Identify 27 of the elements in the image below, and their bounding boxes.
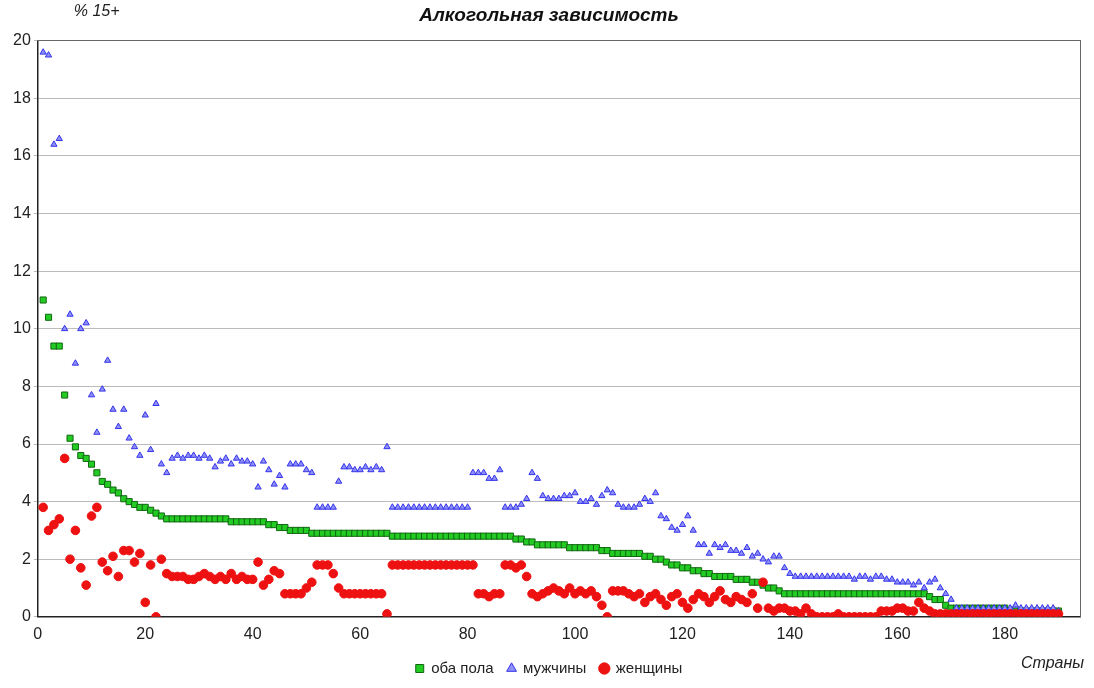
y-tick-label: 14	[13, 204, 31, 222]
y-tick-label: 16	[13, 146, 31, 164]
y-tick-label: 20	[13, 31, 31, 49]
x-axis-title: Страны	[1020, 654, 1085, 672]
y-tick-label: 2	[21, 549, 31, 567]
x-tick-label: 60	[351, 624, 370, 642]
y-tick-label: 12	[13, 261, 31, 279]
x-tick-label: 100	[561, 624, 589, 642]
y-tick-label: 18	[13, 88, 31, 106]
x-tick-label: 40	[243, 624, 262, 642]
legend-label: женщины	[615, 658, 683, 676]
x-tick-label: 160	[883, 624, 911, 642]
x-tick-label: 80	[458, 624, 477, 642]
y-tick-label: 6	[21, 434, 31, 452]
x-tick-label: 120	[669, 624, 696, 642]
x-tick-label: 140	[776, 624, 804, 642]
y-tick-label: 8	[21, 376, 31, 394]
y-tick-label: 4	[21, 492, 31, 510]
x-tick-label: 20	[136, 624, 155, 642]
y-tick-label: 0	[21, 607, 31, 625]
x-tick-label: 0	[33, 624, 43, 642]
legend-label: оба пола	[431, 658, 495, 676]
legend-label: мужчины	[523, 658, 587, 676]
x-tick-label: 180	[991, 624, 1019, 642]
y-tick-label: 10	[13, 319, 31, 337]
chart-title: Алкогольная зависимость	[418, 3, 679, 25]
y-axis-title: % 15+	[73, 2, 120, 20]
